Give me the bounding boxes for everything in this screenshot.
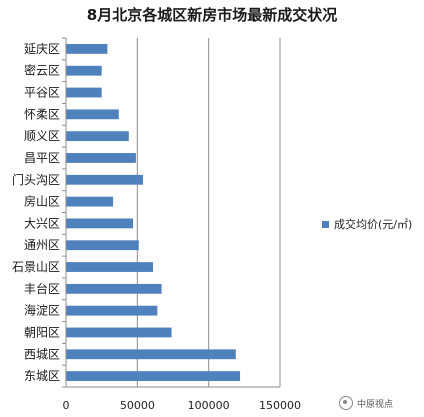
bar-朝阳区 — [66, 327, 172, 338]
category-label: 大兴区 — [24, 216, 60, 230]
category-labels: 延庆区密云区平谷区怀柔区顺义区昌平区门头沟区房山区大兴区通州区石景山区丰台区海淀… — [12, 42, 60, 383]
category-label: 丰台区 — [24, 281, 60, 296]
legend: 成交均价(元/㎡) — [322, 216, 412, 232]
category-label: 密云区 — [24, 63, 60, 78]
category-label: 房山区 — [24, 194, 60, 209]
bar-怀柔区 — [66, 109, 119, 120]
category-label: 延庆区 — [24, 42, 60, 56]
legend-label: 成交均价(元/㎡) — [334, 218, 413, 231]
watermark: 中原视点 — [339, 396, 393, 410]
bar-海淀区 — [66, 305, 158, 316]
bar-东城区 — [66, 371, 241, 382]
category-label: 石景山区 — [12, 260, 60, 274]
category-label: 通州区 — [24, 238, 60, 252]
bar-大兴区 — [66, 218, 134, 229]
x-tick-label: 50000 — [120, 399, 155, 412]
chart-title: 8月北京各城区新房市场最新成交状况 — [86, 6, 338, 24]
bar-昌平区 — [66, 153, 136, 163]
x-tick-label: 0 — [63, 399, 70, 412]
bar-延庆区 — [66, 43, 108, 54]
bars — [66, 43, 241, 382]
category-label: 朝阳区 — [24, 325, 60, 339]
bar-密云区 — [66, 65, 102, 76]
bar-房山区 — [66, 196, 114, 207]
wechat-icon — [339, 396, 353, 410]
legend-swatch — [322, 220, 329, 228]
category-label: 怀柔区 — [24, 107, 60, 121]
bar-门头沟区 — [66, 174, 144, 185]
category-label: 顺义区 — [24, 129, 60, 143]
bar-平谷区 — [66, 87, 102, 98]
watermark-text: 中原视点 — [357, 399, 394, 410]
bar-通州区 — [66, 240, 139, 251]
category-label: 平谷区 — [24, 86, 60, 100]
x-tick-label: 100000 — [188, 399, 230, 412]
category-label: 东城区 — [24, 369, 60, 383]
x-tick-labels: 0 50000 100000 150000 — [63, 399, 302, 412]
category-label: 西城区 — [24, 347, 60, 361]
category-label: 昌平区 — [24, 151, 60, 165]
bar-西城区 — [66, 349, 236, 360]
category-label: 门头沟区 — [12, 172, 60, 187]
category-label: 海淀区 — [24, 303, 60, 318]
bar-石景山区 — [66, 262, 154, 272]
bar-顺义区 — [66, 131, 129, 142]
x-tick-label: 150000 — [259, 399, 301, 412]
axes — [62, 37, 280, 388]
bar-丰台区 — [66, 283, 162, 294]
